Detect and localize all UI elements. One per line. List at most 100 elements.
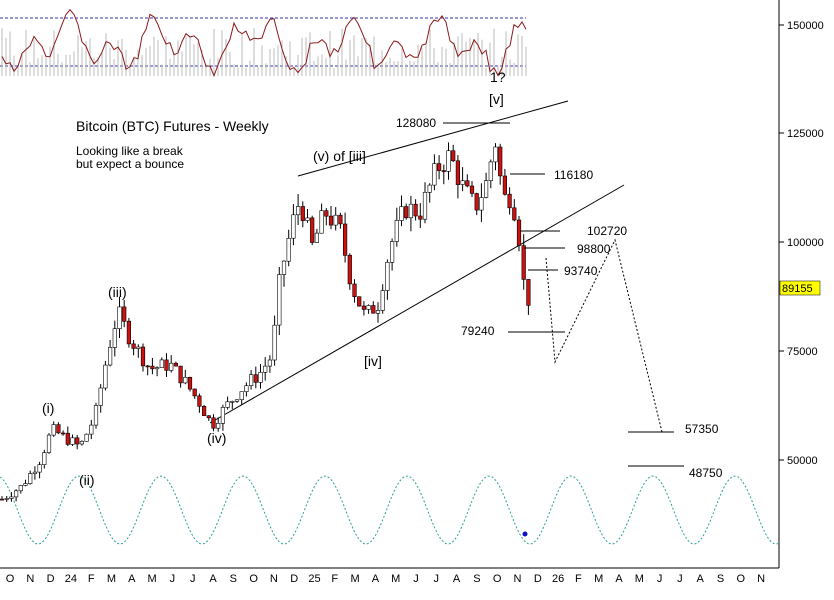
x-tick-label: F: [331, 573, 338, 585]
wave-label-i: (i): [42, 400, 54, 416]
x-tick-label: D: [534, 573, 542, 585]
wave-label-iii: (iii): [108, 284, 127, 300]
x-axis-labels: O N D 24 F M A M J J A S O N D 25 F M A M J J A S O N D 26 F M A M J J A S O…: [6, 573, 765, 585]
candle-down: [474, 193, 479, 211]
candle-up: [375, 310, 381, 314]
candle-down: [178, 365, 183, 384]
x-tick-label: S: [230, 573, 237, 585]
candle-down: [516, 219, 522, 246]
candle-up: [333, 214, 338, 226]
candle-down: [465, 180, 470, 187]
level-label-48750: 48750: [689, 466, 723, 480]
x-tick-label: A: [209, 573, 217, 585]
chart-subtitle-line-1: Looking like a break: [76, 144, 184, 158]
candle-up: [366, 305, 371, 310]
candle-up: [183, 376, 188, 384]
x-tick-label: J: [170, 573, 176, 585]
candle-up: [108, 347, 113, 366]
y-tick-label-150000: 150000: [787, 20, 824, 32]
x-tick-label: D: [290, 573, 298, 585]
candle-down: [328, 215, 334, 226]
candle-down: [56, 424, 61, 434]
candle-up: [14, 490, 19, 498]
level-label-116180: 116180: [554, 168, 593, 182]
x-tick-label: D: [47, 573, 55, 585]
level-label-102720: 102720: [587, 224, 627, 238]
x-tick-label: J: [413, 573, 419, 585]
candle-up: [225, 401, 230, 408]
candle-up: [239, 391, 244, 401]
x-tick-label: J: [434, 573, 440, 585]
lower-channel-line: [209, 184, 625, 424]
candle-up: [234, 399, 240, 402]
candle-up: [488, 161, 493, 181]
candle-up: [51, 424, 56, 436]
wave-label-ii: (ii): [79, 472, 95, 488]
candle-down: [418, 215, 423, 220]
x-tick-label: N: [270, 573, 278, 585]
candle-up: [479, 197, 484, 211]
wave-label-iv: (iv): [207, 430, 226, 446]
candle-up: [18, 485, 23, 492]
x-tick-label: M: [635, 573, 644, 585]
candle-up: [295, 206, 301, 216]
candle-up: [263, 365, 268, 373]
candle-up: [267, 359, 273, 367]
candle-up: [28, 473, 33, 484]
candle-down: [187, 376, 193, 390]
level-label-57350: 57350: [685, 422, 719, 436]
candle-up: [46, 434, 52, 453]
candle-down: [469, 185, 475, 194]
x-tick-label: S: [717, 573, 724, 585]
candle-up: [84, 433, 89, 442]
candle-up: [4, 498, 9, 500]
candle-down: [122, 306, 127, 322]
candle-down: [60, 432, 66, 435]
candle-down: [357, 296, 362, 307]
candle-down: [131, 343, 136, 349]
candle-up: [220, 407, 226, 424]
candle-up: [117, 306, 122, 329]
current-price-label: 89155: [782, 283, 813, 295]
candle-up: [79, 440, 84, 445]
level-label-79240: 79240: [461, 324, 495, 338]
candle-down: [347, 254, 352, 285]
candle-up: [155, 367, 160, 370]
candle-down: [507, 193, 512, 209]
candle-down: [455, 160, 461, 185]
cycle-line: [0, 475, 779, 545]
candle-down: [202, 405, 207, 416]
candle-up: [427, 184, 432, 193]
x-tick-label: O: [493, 573, 502, 585]
candle-up: [23, 483, 28, 486]
candle-down: [352, 283, 357, 297]
x-tick-label: M: [351, 573, 360, 585]
candle-up: [380, 290, 385, 311]
candle-down: [140, 346, 146, 367]
candle-down: [512, 207, 517, 221]
wave-label-1q: 1?: [490, 69, 506, 85]
oscillator-line: [1, 8, 527, 78]
x-tick-label: N: [514, 573, 522, 585]
upper-channel-line: [297, 100, 569, 177]
candles: [0, 142, 531, 502]
candle-down: [310, 217, 315, 243]
y-tick-label-100000: 100000: [787, 237, 824, 249]
candle-down: [145, 365, 150, 368]
candle-up: [32, 471, 37, 474]
candle-down: [150, 365, 155, 370]
candle-down: [65, 432, 70, 445]
candle-down: [436, 163, 442, 171]
candle-up: [305, 217, 310, 221]
candle-down: [441, 170, 446, 172]
chart-title: Bitcoin (BTC) Futures - Weekly: [76, 118, 269, 134]
candle-down: [342, 223, 348, 256]
candle-up: [216, 422, 221, 429]
candle-up: [432, 163, 437, 186]
candle-up: [258, 371, 263, 383]
x-tick-label: M: [107, 573, 116, 585]
level-label-128080: 128080: [396, 116, 436, 130]
x-tick-label: A: [615, 573, 623, 585]
candle-up: [112, 328, 117, 348]
